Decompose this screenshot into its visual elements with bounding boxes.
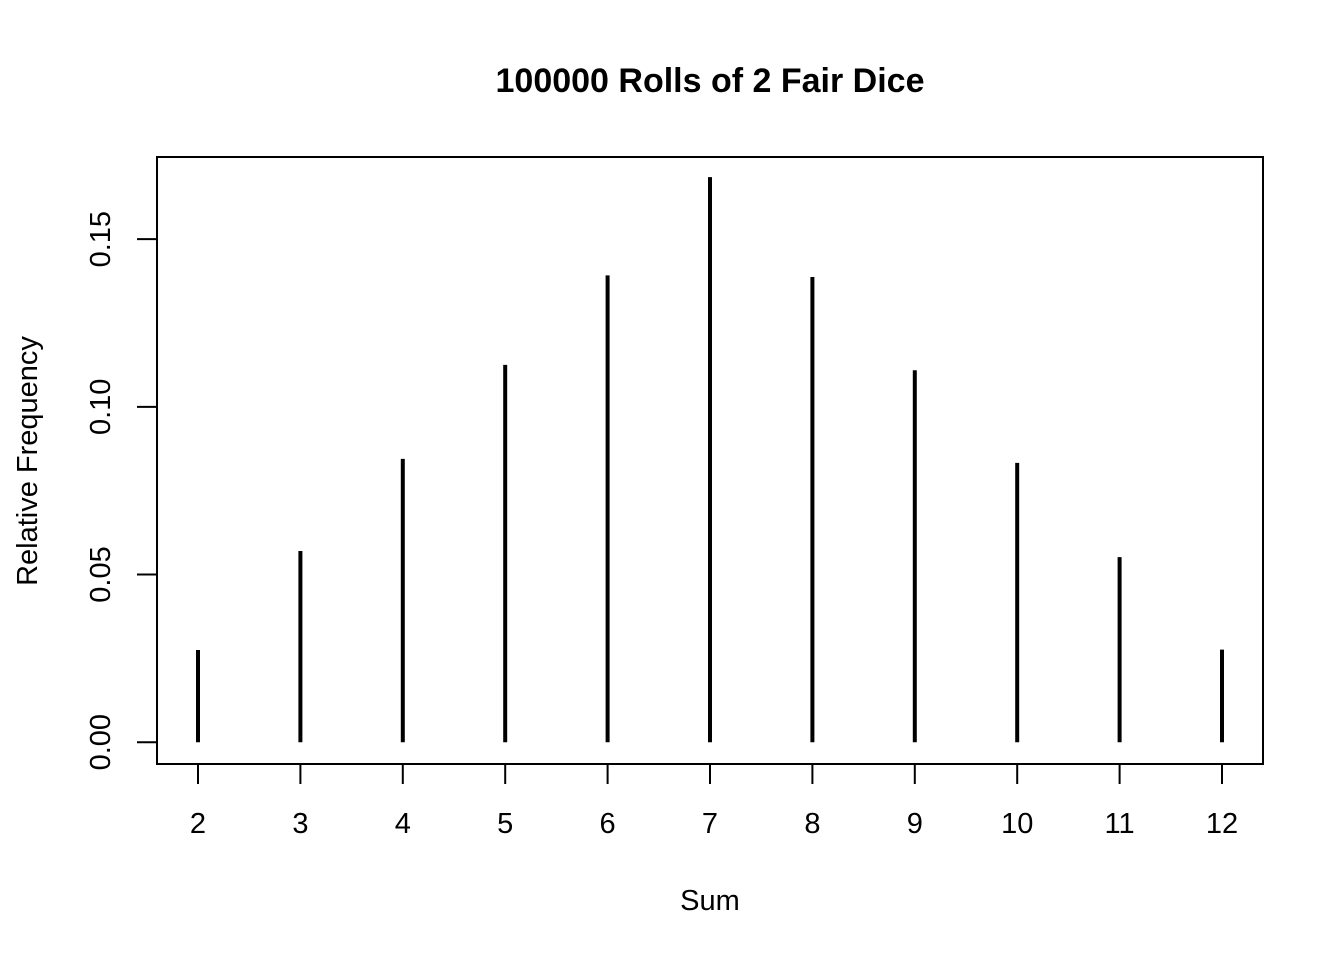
x-axis: 2 3 4 5 6 7 8 9 10 11 12: [190, 763, 1238, 840]
x-tick-label-8: 8: [804, 808, 820, 840]
y-tick-label-3: 0.15: [85, 211, 117, 267]
x-axis-label: Sum: [680, 885, 740, 917]
bar-series: [196, 177, 1224, 743]
x-tick-label-12: 12: [1206, 808, 1238, 840]
y-axis: 0.00 0.05 0.10 0.15: [85, 211, 158, 770]
chart-title: 100000 Rolls of 2 Fair Dice: [496, 62, 925, 100]
x-tick-label-7: 7: [702, 808, 718, 840]
y-axis-label: Relative Frequency: [12, 336, 44, 586]
y-tick-label-1: 0.05: [85, 546, 117, 602]
x-tick-label-10: 10: [1001, 808, 1033, 840]
y-tick-label-2: 0.10: [85, 379, 117, 435]
x-tick-label-6: 6: [600, 808, 616, 840]
x-tick-label-11: 11: [1105, 808, 1135, 840]
x-tick-label-4: 4: [395, 808, 411, 840]
y-tick-label-0: 0.00: [85, 714, 117, 770]
x-tick-label-5: 5: [497, 808, 513, 840]
x-tick-label-9: 9: [907, 808, 923, 840]
x-tick-label-2: 2: [190, 808, 206, 840]
x-tick-label-3: 3: [292, 808, 308, 840]
